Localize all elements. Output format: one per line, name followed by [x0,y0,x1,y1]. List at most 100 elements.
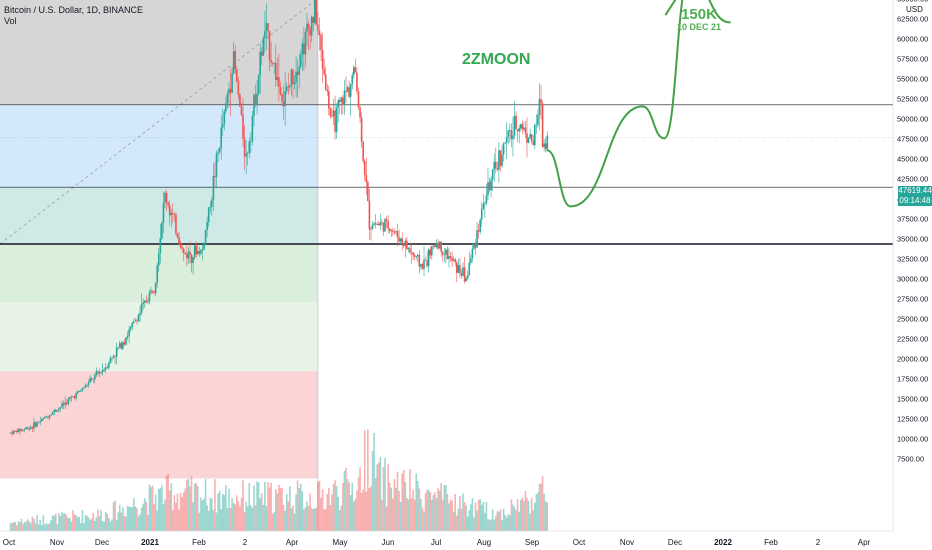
candle [125,337,127,345]
candle [496,168,499,170]
annotation-target: 150K [681,6,717,23]
candle [326,89,329,92]
candle [487,182,489,196]
volume-bar [168,490,171,531]
candle [40,419,43,422]
candle [507,130,510,137]
x-tick-label: Nov [620,538,634,547]
y-tick-label: 57500.00 [897,54,928,63]
volume-bar [92,513,95,531]
volume-bar [513,507,516,531]
volume-bar [526,497,528,531]
candle [168,205,171,216]
volume-bar [499,509,502,531]
volume-bar [340,505,343,531]
candle [192,257,194,264]
candle [290,69,293,85]
volume-bar [379,456,382,531]
volume-bar [203,498,205,531]
volume-bar [115,520,118,531]
volume-bar [186,479,188,531]
volume-bar [309,493,311,531]
volume-bar [460,508,463,531]
volume-bar [363,430,366,531]
candle [348,87,350,97]
annotation-moon: 2ZMOON [462,51,531,68]
currency-label: USD [906,5,923,14]
volume-bar [466,516,469,531]
volume-bar [349,495,352,531]
volume-bar [65,515,68,531]
volume-bar [354,499,357,531]
volume-bar [273,512,276,531]
candle [387,221,389,229]
volume-bar [240,497,243,531]
candle [346,87,349,92]
x-tick-label: Oct [573,538,586,547]
candle [332,110,335,117]
candle [11,432,13,435]
volume-bar [67,518,70,531]
volume-bar [462,493,464,531]
volume-bar [16,525,18,531]
volume-bar [452,511,455,531]
candle [14,430,17,432]
volume-bar [301,491,304,531]
candle [334,110,336,132]
volume-bar [83,522,85,531]
volume-bar [373,432,375,531]
chart-title: Bitcoin / U.S. Dollar, 1D, BINANCE [4,5,144,15]
candle [221,124,224,128]
y-tick-label: 47500.00 [897,134,928,143]
volume-bar [70,521,73,531]
candle [301,43,304,55]
candle [466,275,469,279]
time-axis: Oct Nov Dec 2021 Feb 2 Apr May Jun Jul Aug Sep Oct No… [0,530,893,547]
volume-bar [543,493,545,531]
candle [147,301,149,303]
volume-bar [111,519,113,531]
y-tick-label: 50000.00 [897,114,928,123]
volume-bar [296,480,299,531]
candle [140,304,143,313]
candle [235,69,238,82]
candle [257,75,260,94]
candle [133,321,135,323]
volume-bar [306,501,308,531]
candle [17,428,20,433]
volume-bar [431,499,433,531]
volume-bar [48,523,51,531]
candle [349,83,352,97]
volume-bar [424,493,427,531]
candle [201,249,204,251]
candle [451,258,453,261]
volume-label: Vol [4,16,17,26]
volume-bar [178,509,180,531]
volume-bar [371,450,374,531]
candle [331,115,333,117]
candle [83,387,85,389]
volume-bar [515,509,517,531]
volume-bar [465,505,467,531]
candle [281,94,283,102]
candle [502,143,505,155]
y-tick-label: 7500.00 [897,454,924,463]
candle [97,371,99,374]
volume-bar [256,481,258,531]
zone-5 [0,371,318,479]
candle [167,202,169,206]
candle [510,130,513,140]
candle [374,223,377,225]
volume-bar [207,510,210,531]
candle [512,135,514,140]
volume-bar [260,493,263,531]
candle [242,114,244,139]
candle [72,396,74,398]
candle [75,393,77,399]
candle [274,63,277,81]
candle [524,127,527,134]
candle [455,262,458,273]
volume-bar [289,486,291,531]
volume-bar [276,493,279,531]
